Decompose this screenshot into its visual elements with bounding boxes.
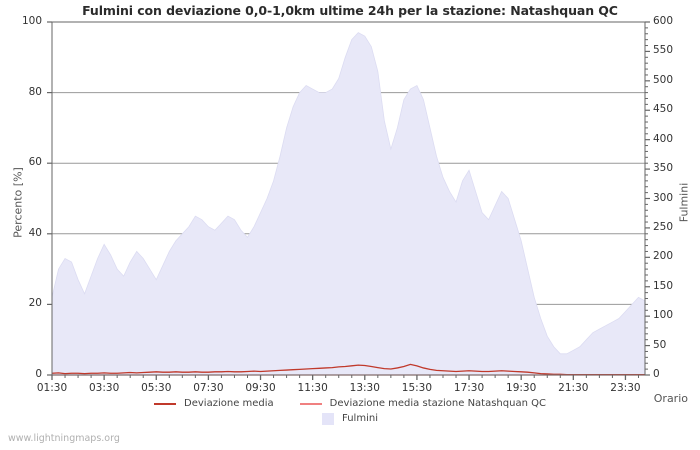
tick-label-x: 11:30 bbox=[297, 382, 328, 394]
footer-credit: www.lightningmaps.org bbox=[8, 433, 120, 444]
tick-label-x: 13:30 bbox=[349, 382, 380, 394]
chart-title: Fulmini con deviazione 0,0-1,0km ultime … bbox=[82, 3, 618, 18]
tick-label-y-right: 550 bbox=[653, 44, 674, 57]
tick-label-x: 17:30 bbox=[453, 382, 485, 394]
tick-label-y-left: 100 bbox=[21, 15, 42, 27]
tick-label-y-left: 20 bbox=[28, 297, 42, 310]
tick-label-x: 21:30 bbox=[558, 382, 589, 394]
tick-label-y-right: 450 bbox=[653, 103, 674, 116]
legend-line-swatch bbox=[299, 402, 322, 405]
legend-label: Deviazione media stazione Natashquan QC bbox=[329, 398, 546, 409]
tick-label-y-left: 40 bbox=[28, 226, 42, 239]
x-axis-title: Orario bbox=[653, 392, 688, 405]
tick-label-y-right: 600 bbox=[653, 15, 674, 27]
tick-label-x: 07:30 bbox=[193, 382, 224, 394]
tick-label-y-right: 150 bbox=[653, 279, 674, 292]
tick-label-y-right: 350 bbox=[653, 162, 674, 175]
legend-area-swatch bbox=[322, 412, 335, 425]
tick-label-y-right: 200 bbox=[653, 250, 674, 263]
tick-label-x: 01:30 bbox=[36, 382, 68, 394]
legend-label: Deviazione media bbox=[184, 398, 274, 409]
legend-item[interactable]: Deviazione media bbox=[154, 398, 274, 409]
tick-label-x: 15:30 bbox=[401, 382, 433, 394]
tick-label-y-right: 300 bbox=[653, 191, 674, 204]
tick-label-x: 03:30 bbox=[88, 382, 120, 394]
tick-label-y-right: 50 bbox=[653, 338, 667, 351]
chart-legend: Deviazione media Deviazione media stazion… bbox=[0, 396, 700, 426]
legend-row-secondary: Fulmini bbox=[0, 411, 700, 426]
tick-label-x: 09:30 bbox=[245, 382, 276, 394]
legend-item[interactable]: Deviazione media stazione Natashquan QC bbox=[299, 398, 546, 409]
tick-label-y-right: 400 bbox=[653, 132, 674, 145]
tick-label-y-right: 0 bbox=[653, 368, 660, 380]
tick-label-y-right: 500 bbox=[653, 73, 674, 86]
legend-row-primary: Deviazione media Deviazione media stazion… bbox=[0, 396, 700, 411]
legend-label: Fulmini bbox=[342, 413, 378, 424]
tick-label-y-right: 100 bbox=[653, 309, 674, 322]
line-series-deviazione-media bbox=[51, 363, 645, 376]
legend-item[interactable]: Fulmini bbox=[322, 412, 378, 425]
area-series-fulmini bbox=[51, 32, 646, 376]
tick-label-x: 23:30 bbox=[610, 382, 641, 394]
legend-line-swatch bbox=[154, 402, 177, 405]
tick-label-y-left: 60 bbox=[28, 156, 42, 169]
tick-label-y-left: 80 bbox=[28, 85, 42, 98]
tick-label-x: 19:30 bbox=[506, 382, 537, 394]
tick-label-x: 05:30 bbox=[141, 382, 172, 394]
tick-label-y-left: 0 bbox=[35, 368, 42, 380]
tick-label-y-right: 250 bbox=[653, 220, 674, 233]
